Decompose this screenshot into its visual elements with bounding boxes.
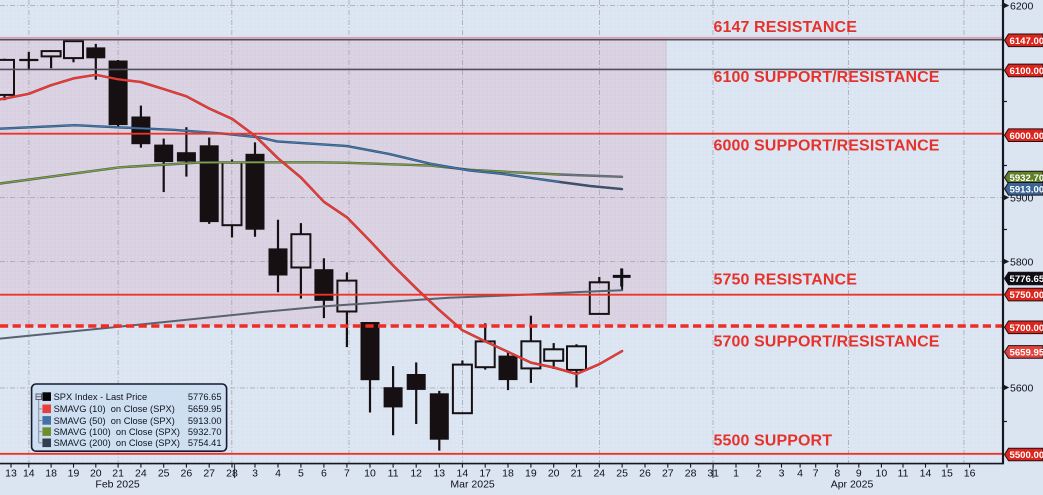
svg-text:13: 13 [5,468,17,480]
svg-text:3: 3 [779,468,785,480]
svg-text:28: 28 [226,468,238,480]
svg-text:4: 4 [797,468,803,480]
svg-text:21: 21 [571,468,583,480]
svg-text:25: 25 [616,468,628,480]
svg-text:19: 19 [525,468,537,480]
svg-text:18: 18 [502,468,514,480]
svg-text:5932.70: 5932.70 [188,427,222,437]
svg-text:Apr 2025: Apr 2025 [831,479,874,491]
svg-text:5750 RESISTANCE: 5750 RESISTANCE [714,272,858,289]
svg-text:10: 10 [364,468,376,480]
svg-text:5776.65: 5776.65 [1010,274,1043,285]
svg-text:1: 1 [733,468,739,480]
svg-text:Feb 2025: Feb 2025 [95,479,140,491]
svg-text:11: 11 [898,468,909,480]
svg-text:5659.95: 5659.95 [1010,348,1043,359]
svg-text:5659.95: 5659.95 [188,404,222,414]
svg-text:2: 2 [756,468,762,480]
svg-text:3: 3 [252,468,258,480]
svg-text:14: 14 [23,468,35,480]
svg-text:7: 7 [344,468,350,480]
svg-text:25: 25 [158,468,170,480]
svg-text:18: 18 [45,468,57,480]
svg-text:SMAVG (50) on Close (SPX): SMAVG (50) on Close (SPX) [54,416,175,426]
svg-text:SMAVG (100) on Close (SPX): SMAVG (100) on Close (SPX) [54,427,180,437]
svg-text:20: 20 [548,468,560,480]
svg-text:28: 28 [685,468,697,480]
svg-text:6000 SUPPORT/RESISTANCE: 6000 SUPPORT/RESISTANCE [714,138,940,155]
svg-text:SMAVG (200) on Close (SPX): SMAVG (200) on Close (SPX) [54,438,180,448]
svg-text:11: 11 [388,468,399,480]
svg-text:16: 16 [964,468,976,480]
svg-text:5: 5 [298,468,304,480]
svg-text:5700 SUPPORT/RESISTANCE: 5700 SUPPORT/RESISTANCE [714,334,940,351]
svg-text:31: 31 [707,468,719,480]
svg-text:6: 6 [321,468,327,480]
svg-text:SMAVG (10) on Close (SPX): SMAVG (10) on Close (SPX) [54,404,175,414]
svg-text:6100 SUPPORT/RESISTANCE: 6100 SUPPORT/RESISTANCE [714,69,940,86]
svg-text:6200: 6200 [1010,0,1034,12]
svg-text:6147.00: 6147.00 [1010,36,1043,47]
svg-text:14: 14 [920,468,932,480]
svg-text:6147 RESISTANCE: 6147 RESISTANCE [714,19,858,36]
svg-text:Mar 2025: Mar 2025 [450,479,495,491]
svg-text:5600: 5600 [1010,382,1034,394]
svg-text:7: 7 [813,468,819,480]
svg-text:19: 19 [68,468,80,480]
svg-text:26: 26 [181,468,193,480]
svg-text:5750.00: 5750.00 [1010,290,1043,301]
svg-text:27: 27 [662,468,674,480]
svg-text:5500 SUPPORT: 5500 SUPPORT [714,433,833,450]
svg-text:15: 15 [941,468,953,480]
svg-text:5913.00: 5913.00 [1010,184,1043,195]
svg-text:5700.00: 5700.00 [1010,323,1043,334]
svg-text:4: 4 [275,468,281,480]
svg-text:5913.00: 5913.00 [188,416,222,426]
svg-text:SPX Index - Last Price: SPX Index - Last Price [54,392,148,402]
svg-text:5500.00: 5500.00 [1010,450,1043,461]
svg-text:13: 13 [433,468,445,480]
svg-text:24: 24 [593,468,605,480]
svg-text:5754.41: 5754.41 [188,438,222,448]
svg-text:5800: 5800 [1010,256,1034,268]
svg-text:6100.00: 6100.00 [1010,66,1043,77]
svg-text:10: 10 [876,468,888,480]
svg-text:12: 12 [410,468,422,480]
svg-text:27: 27 [203,468,215,480]
svg-text:5776.65: 5776.65 [188,392,222,402]
svg-text:6000.00: 6000.00 [1010,131,1043,142]
svg-text:26: 26 [639,468,651,480]
